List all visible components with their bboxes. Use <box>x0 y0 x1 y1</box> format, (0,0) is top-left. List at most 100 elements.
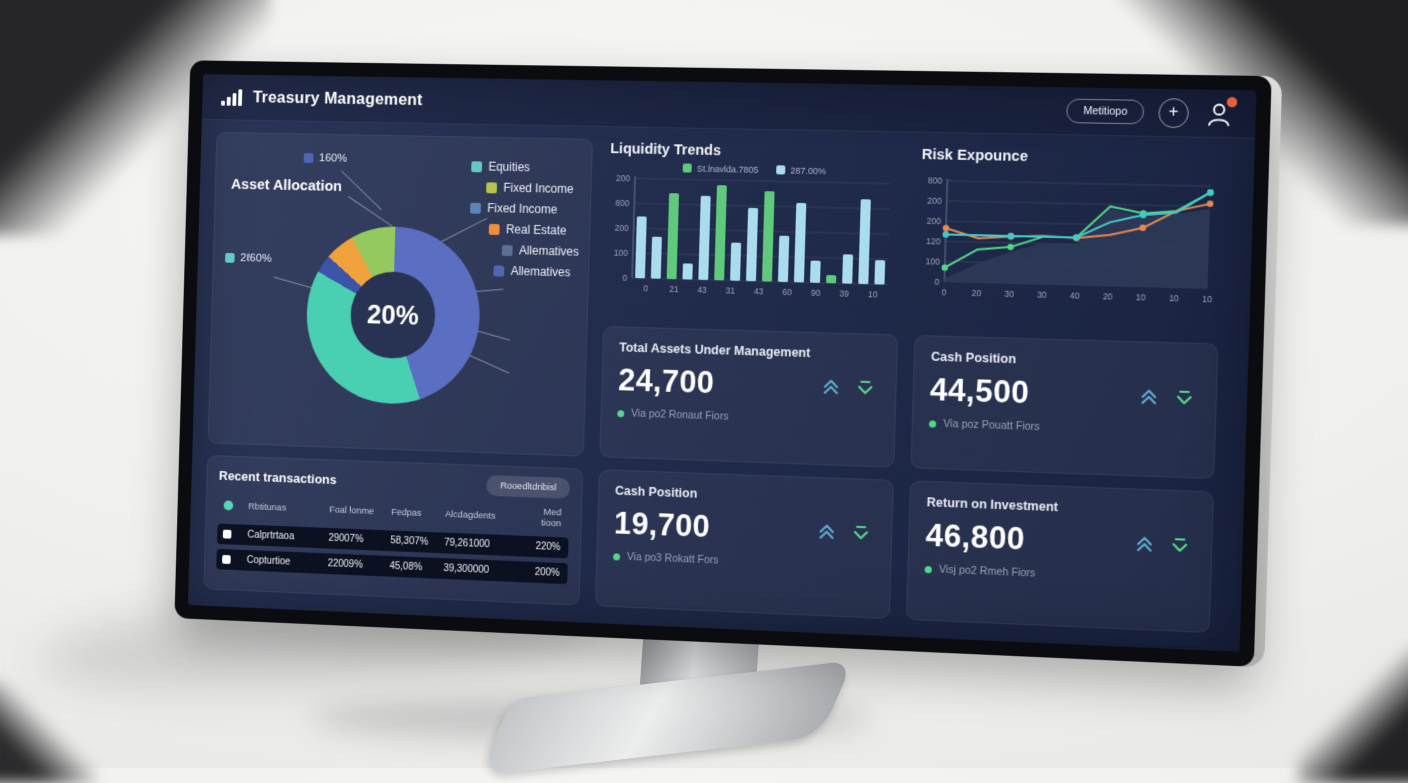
dashboard-content: Asset Allocation 160% 2ℓ60% <box>188 120 1255 634</box>
svg-text:43: 43 <box>754 286 764 296</box>
asset-allocation-card: Asset Allocation 160% 2ℓ60% <box>207 131 593 457</box>
column-header: Alcdagdents <box>444 508 496 522</box>
legend-item: Fixed Income <box>485 180 581 196</box>
svg-text:10: 10 <box>868 289 878 300</box>
stat-title: Total Assets Under Management <box>619 340 811 361</box>
stat-caption: Via poz Pouatt Fiors <box>928 417 1198 438</box>
asset-legend: Equities Fixed Income Fixed Income Real Est… <box>454 159 581 280</box>
stat-title: Cash Position <box>930 349 1017 367</box>
legend-item: Real Estate <box>488 222 579 238</box>
legend-swatch <box>682 163 693 173</box>
stat-title: Cash Position <box>614 483 698 501</box>
svg-text:90: 90 <box>811 288 821 298</box>
asset-allocation-title: Asset Allocation <box>230 175 343 195</box>
asset-callout-top: 160% <box>303 152 347 165</box>
cash-position-card-1: Cash Position 44,500 Via poz Pouatt Fior… <box>910 334 1219 480</box>
stat-caption: Visj po2 Rmeh Fiors <box>924 563 1194 586</box>
total-assets-card: Total Assets Under Management 24,700 Via… <box>599 326 899 468</box>
svg-text:21: 21 <box>669 284 679 294</box>
stat-caption: Via po3 Rokatt Fors <box>613 550 874 573</box>
donut-center-value: 20% <box>366 299 420 331</box>
svg-text:20: 20 <box>1103 291 1113 302</box>
legend-item: Allematives <box>501 243 579 259</box>
svg-text:200: 200 <box>616 174 631 183</box>
asset-callout-left: 2ℓ60% <box>225 252 272 265</box>
legend-swatch <box>501 244 513 256</box>
liquidity-trends-title: Liquidity Trends <box>610 141 722 160</box>
dashboard-screen: Treasury Management Metitiopo + <box>187 74 1257 652</box>
svg-text:10: 10 <box>1202 293 1213 304</box>
cash-position-card-2: Cash Position 19,700 Via po3 Rokatt Fors <box>594 469 894 620</box>
table-cell: 45,08% <box>389 560 423 574</box>
callout-swatch <box>225 252 235 263</box>
recent-transactions-card: Recent transactions Rooedltdribisl Rbtit… <box>203 454 584 606</box>
notification-badge <box>1226 97 1238 108</box>
stat-value: 19,700 <box>613 505 711 545</box>
page-title: Treasury Management <box>252 88 423 109</box>
table-cell: 39,300000 <box>443 563 490 576</box>
table-cell: 22009% <box>327 558 363 571</box>
row-checkbox[interactable] <box>222 529 232 539</box>
table-cell: 220% <box>535 541 561 554</box>
svg-text:43: 43 <box>697 285 707 295</box>
svg-text:30: 30 <box>1004 288 1014 299</box>
svg-text:800: 800 <box>615 198 630 208</box>
svg-text:30: 30 <box>1037 289 1047 300</box>
svg-text:0: 0 <box>622 273 627 283</box>
legend-swatch <box>776 165 786 175</box>
transactions-filter-button[interactable]: Rooedltdribisl <box>486 474 571 499</box>
legend-swatch <box>485 181 497 193</box>
photo-vignette-bottom-right <box>1298 648 1408 783</box>
column-header: Med tioon <box>540 506 562 530</box>
legend-item: 287.00% <box>776 165 826 176</box>
svg-text:120: 120 <box>926 236 941 247</box>
svg-text:10: 10 <box>1136 292 1146 303</box>
add-button[interactable]: + <box>1158 97 1190 128</box>
transactions-title: Recent transactions <box>218 468 337 488</box>
table-status-dot <box>223 500 234 511</box>
liquidity-bar-chart: 200 800 200 100 0 0 21 43 31 43 60 90 39 10 <box>614 174 901 300</box>
row-checkbox[interactable] <box>222 554 231 565</box>
svg-text:39: 39 <box>839 288 849 299</box>
svg-text:100: 100 <box>614 248 629 258</box>
status-dot <box>924 565 932 573</box>
status-dot <box>617 409 625 417</box>
svg-text:100: 100 <box>925 256 940 267</box>
risk-exposure-panel: Risk Expounce 800 200 200 120 100 0 0 20 30 30 40 2… <box>915 145 1224 331</box>
stat-value: 24,700 <box>617 362 715 401</box>
legend-swatch <box>470 160 482 172</box>
liquidity-trends-panel: Liquidity Trends St.lnavlda.7805 287.00% … <box>604 139 904 322</box>
legend-item: Equities <box>470 159 582 175</box>
svg-text:0: 0 <box>934 276 939 286</box>
monitor: Treasury Management Metitiopo + <box>174 60 1283 668</box>
legend-item: Fixed Income <box>469 201 581 217</box>
risk-line-chart: 800 200 200 120 100 00 20 30 30 40 20 10 10 10 <box>925 176 1214 304</box>
stat-caption: Via po2 Ronaut Fiors <box>617 407 878 428</box>
stat-value: 46,800 <box>925 517 1026 557</box>
double-chevron-up-icon <box>1134 535 1155 554</box>
legend-swatch <box>493 265 505 277</box>
svg-text:60: 60 <box>782 287 792 297</box>
svg-text:200: 200 <box>615 223 630 233</box>
user-profile-button[interactable] <box>1203 97 1238 128</box>
legend-item: St.lnavlda.7805 <box>682 163 759 175</box>
column-header: Rbtitunas <box>248 500 287 514</box>
svg-text:0: 0 <box>942 287 947 297</box>
svg-text:0: 0 <box>643 283 648 293</box>
table-cell: 29007% <box>328 532 364 546</box>
column-header: Foal lonme <box>329 503 375 517</box>
svg-text:200: 200 <box>927 195 942 206</box>
status-dot <box>928 419 937 428</box>
legend-swatch <box>488 223 500 235</box>
svg-text:10: 10 <box>1169 292 1180 303</box>
svg-text:40: 40 <box>1070 290 1080 301</box>
table-cell: Calprtrtaoa <box>247 529 295 543</box>
column-header: Fedpas <box>390 506 422 519</box>
table-cell: 200% <box>534 566 560 579</box>
double-chevron-up-icon <box>816 522 837 541</box>
menu-button[interactable]: Metitiopo <box>1066 98 1145 125</box>
svg-text:200: 200 <box>927 216 942 227</box>
chevron-down-icon <box>851 524 872 543</box>
donut-hole: 20% <box>349 270 437 360</box>
photo-vignette-bottom-left <box>0 683 95 783</box>
